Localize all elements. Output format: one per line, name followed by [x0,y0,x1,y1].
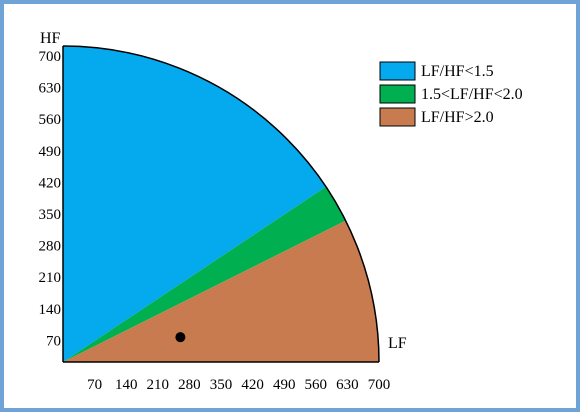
y-tick-label: 280 [39,239,62,255]
x-tick-label: 560 [305,377,328,393]
x-tick-label: 350 [210,377,233,393]
x-tick-label: 420 [241,377,264,393]
x-axis-label: LF [388,335,407,352]
legend-label: LF/HF<1.5 [421,63,494,80]
y-tick-label: 700 [39,49,62,65]
x-tick-label: 630 [336,377,359,393]
y-tick-label: 420 [39,175,62,191]
legend-item: LF/HF>2.0 [379,107,494,127]
x-tick-label: 490 [273,377,296,393]
y-tick-label: 210 [39,270,62,286]
tick-labels: 70 140 210 280 350 420 490 560 630 700 70 140 210 280… [39,49,391,393]
sector-region-3 [63,220,379,362]
y-tick-label: 490 [39,144,62,160]
legend: LF/HF<1.5 1.5<LF/HF<2.0 LF/HF>2.0 [379,61,523,127]
y-tick-label: 140 [39,302,62,318]
legend-item: 1.5<LF/HF<2.0 [379,84,523,104]
x-tick-label: 280 [178,377,201,393]
legend-swatch [379,61,416,81]
x-tick-label: 210 [147,377,170,393]
data-point [175,332,186,343]
y-tick-label: 630 [39,81,62,97]
x-tick-label: 140 [115,377,138,393]
y-tick-label: 560 [39,112,62,128]
y-tick-label: 70 [46,333,61,349]
plot-area [62,45,380,363]
x-tick-label: 700 [368,377,391,393]
legend-label: LF/HF>2.0 [421,109,494,126]
x-tick-label: 70 [87,377,102,393]
legend-label: 1.5<LF/HF<2.0 [421,86,523,103]
y-tick-label: 350 [39,207,62,223]
y-axis-label: HF [40,30,61,47]
sector-region-2 [63,186,346,362]
legend-swatch [379,84,416,104]
legend-item: LF/HF<1.5 [379,61,494,81]
arc-outline [62,45,380,363]
legend-swatch [379,107,416,127]
sector-region-1 [63,46,326,362]
